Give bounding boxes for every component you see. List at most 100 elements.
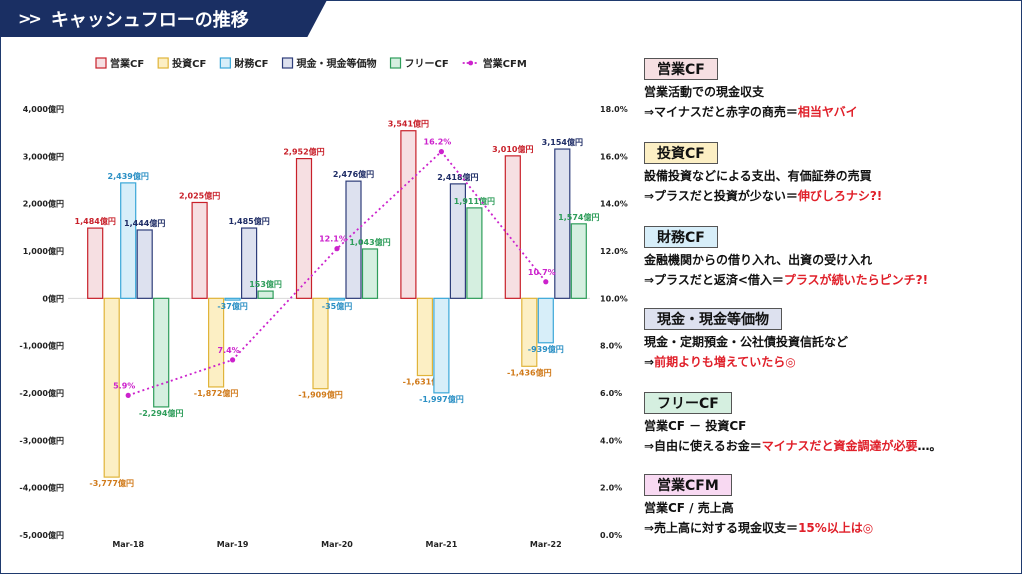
data-label: 1,485億円 [228, 216, 269, 226]
data-label: -1,909億円 [298, 390, 343, 400]
legend-label: 営業CF [110, 57, 144, 70]
info-text: 営業CF / 売上高 [644, 501, 734, 515]
data-label: 2,418億円 [437, 172, 478, 182]
info-line: 営業CF － 投資CF [644, 418, 1019, 434]
info-text: ⇒プラスだと返済<借入＝ [644, 273, 784, 287]
legend-point-swatch [468, 60, 474, 66]
y-tick-label: 0億円 [42, 293, 64, 303]
margin-label: 5.9% [113, 381, 135, 390]
data-label: 2,476億円 [333, 169, 374, 179]
data-label: 3,541億円 [388, 119, 429, 129]
y-tick-label: 2,000億円 [23, 199, 64, 209]
legend-swatch [219, 57, 231, 69]
data-label: -939億円 [528, 344, 564, 354]
info-text: ⇒マイナスだと赤字の商売＝ [644, 105, 798, 119]
margin-point [543, 279, 549, 285]
info-item: 投資CF 設備投資などによる支出、有価証券の売買 ⇒プラスだと投資が少ない＝伸びしろ… [644, 142, 1019, 204]
data-label: -1,631億円 [403, 377, 448, 387]
data-label: 1,043億円 [349, 237, 390, 247]
y-tick-label: -5,000億円 [19, 530, 64, 540]
info-line: ⇒プラスだと投資が少ない＝伸びしろナシ?! [644, 188, 1019, 204]
info-line: ⇒マイナスだと赤字の商売＝相当ヤバイ [644, 104, 1019, 120]
bar [153, 297, 170, 408]
bar [136, 229, 153, 299]
info-line: 営業活動での現金収支 [644, 84, 1019, 100]
info-header: 営業CFM [644, 474, 732, 496]
data-label: 2,952億円 [283, 147, 324, 157]
bar [257, 290, 274, 299]
highlight-text: 15%以上は◎ [798, 521, 874, 535]
data-label: -1,436億円 [507, 367, 552, 377]
legend-swatch [95, 57, 107, 69]
info-text: 現金・定期預金・公社債投資信託など [644, 335, 849, 349]
info-text: 金融機関からの借り入れ、出資の受け入れ [644, 253, 873, 267]
margin-point [334, 246, 340, 252]
bar [554, 148, 571, 299]
highlight-text: 伸びしろナシ?! [797, 189, 883, 203]
info-text: ⇒プラスだと投資が少ない＝ [644, 189, 798, 203]
highlight-text: プラスが続いたらピンチ?! [783, 273, 929, 287]
bar [224, 297, 241, 301]
data-label: 1,911億円 [454, 196, 495, 206]
bar [120, 182, 137, 299]
cash-flow-chart: 4,000億円 3,000億円 2,000億円 1,000億円 0億円 -1,000億円 -… [19, 57, 628, 549]
y2-tick-label: 10.0% [600, 294, 628, 303]
data-label: 1,484億円 [75, 216, 116, 226]
bar [191, 201, 208, 299]
margin-label: 16.2% [424, 138, 452, 147]
info-text: ⇒自由に使えるお金＝ [644, 439, 762, 453]
title-bar: >> キャッシュフローの推移 [0, 0, 327, 37]
y-tick-label: -1,000億円 [19, 341, 64, 351]
legend-label: 営業CFM [483, 57, 527, 70]
y2-tick-label: 2.0% [600, 484, 622, 493]
info-text: 設備投資などによる支出、有価証券の売買 [644, 169, 872, 183]
margin-point [125, 392, 131, 398]
data-label: 2,025億円 [179, 190, 220, 200]
x-tick-label: Mar-20 [321, 540, 353, 549]
margin-label: 10.7% [528, 268, 556, 277]
info-item: フリーCF 営業CF － 投資CF ⇒自由に使えるお金＝マイナスだと資金調達が必要…… [644, 392, 1019, 454]
info-text: 営業CF － 投資CF [644, 419, 747, 433]
margin-point [438, 149, 444, 155]
y2-tick-label: 18.0% [600, 105, 628, 114]
bar [241, 227, 258, 299]
info-text: 営業活動での現金収支 [644, 85, 765, 99]
margin-line [127, 150, 547, 397]
bar [416, 297, 433, 377]
info-line: 設備投資などによる支出、有価証券の売買 [644, 168, 1019, 184]
bar [433, 297, 450, 394]
bar [208, 297, 225, 388]
bar [87, 227, 104, 299]
legend-swatch [389, 57, 402, 69]
highlight-text: 相当ヤバイ [797, 105, 858, 119]
data-label: 2,439億円 [108, 171, 149, 181]
data-label: 3,010億円 [492, 144, 533, 154]
x-tick-label: Mar-18 [112, 540, 144, 549]
highlight-text: マイナスだと資金調達が必要 [761, 439, 918, 453]
x-tick-label: Mar-21 [426, 540, 458, 549]
y2-tick-label: 4.0% [600, 436, 622, 445]
legend-label: 現金・現金等価物 [297, 57, 377, 70]
info-item: 財務CF 金融機関からの借り入れ、出資の受け入れ ⇒プラスだと返済<借入＝プラスが続… [644, 226, 1019, 288]
data-label: 3,154億円 [542, 137, 583, 147]
highlight-text: 前期よりも増えていたら◎ [654, 355, 796, 369]
y-tick-label: 3,000億円 [23, 151, 64, 161]
legend-label: 投資CF [172, 57, 206, 70]
bar [361, 248, 379, 299]
margin-label: 12.1% [319, 235, 347, 244]
bar [103, 297, 120, 478]
x-tick-label: Mar-19 [217, 540, 249, 549]
info-line: ⇒自由に使えるお金＝マイナスだと資金調達が必要…。 [644, 438, 1019, 454]
info-item: 現金・現金等価物 現金・定期預金・公社債投資信託など ⇒前期よりも増えていたら◎ [644, 308, 1019, 370]
y-tick-label: -4,000億円 [19, 483, 64, 493]
legend-swatch [157, 57, 169, 69]
info-text: …。 [917, 439, 942, 453]
info-header: 財務CF [644, 226, 718, 248]
y-tick-label: 4,000億円 [23, 104, 64, 114]
y2-tick-label: 0.0% [600, 531, 622, 540]
double-chevron-icon: >> [18, 9, 42, 28]
bar [400, 130, 417, 299]
bar [537, 297, 554, 344]
page-title: キャッシュフローの推移 [50, 9, 249, 31]
